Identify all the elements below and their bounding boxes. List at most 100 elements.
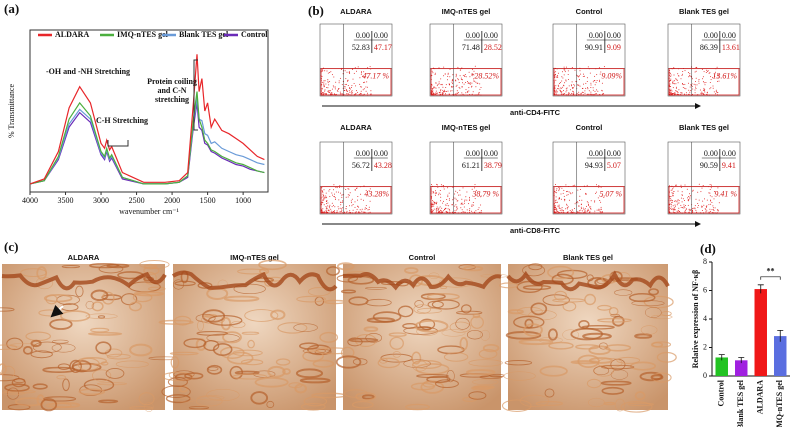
event-dot <box>594 90 596 92</box>
event-dot <box>455 85 457 87</box>
event-dot <box>354 189 356 191</box>
error-bar <box>777 330 784 342</box>
event-dot <box>363 82 364 84</box>
panel-label: (a) <box>4 1 19 16</box>
arrow <box>50 304 64 318</box>
event-dot <box>369 211 371 213</box>
event-dot <box>675 90 677 92</box>
event-dot <box>596 209 598 211</box>
event-dot <box>570 84 572 86</box>
event-dot <box>328 206 330 207</box>
event-dot <box>461 198 463 200</box>
tissue-fiber <box>115 360 149 368</box>
event-dot <box>689 193 691 195</box>
event-dot <box>580 209 582 211</box>
tissue-fiber <box>593 366 610 376</box>
event-dot <box>339 77 341 79</box>
event-dot <box>432 210 434 211</box>
event-dot <box>335 81 337 83</box>
event-dot <box>690 90 692 92</box>
plot-title: IMQ-nTES gel <box>442 7 491 16</box>
event-dot <box>701 210 703 211</box>
event-dot <box>579 199 581 201</box>
tissue-fiber <box>105 367 125 379</box>
event-dot <box>566 207 568 208</box>
event-dot <box>675 78 677 80</box>
event-dot <box>581 91 583 93</box>
event-dot <box>594 210 596 212</box>
tissue-fiber <box>288 382 303 389</box>
tissue-fiber <box>277 322 308 334</box>
event-dot <box>717 209 719 211</box>
event-dot <box>561 80 563 82</box>
quadrant-value: 47.17 <box>374 43 392 52</box>
event-dot <box>334 210 336 212</box>
legend-label: Control <box>241 30 268 39</box>
event-dot <box>684 83 686 85</box>
tissue-fiber <box>656 351 677 363</box>
event-dot <box>471 86 472 88</box>
event-dot <box>684 93 685 95</box>
panel-label: (d) <box>700 241 716 256</box>
event-dot <box>473 204 475 206</box>
event-dot <box>697 205 699 206</box>
tissue-fiber <box>177 398 195 403</box>
event-dot <box>670 74 672 76</box>
event-dot <box>561 207 563 209</box>
x-tick-label: 2000 <box>164 196 180 205</box>
event-dot <box>584 210 586 212</box>
event-dot <box>695 198 697 200</box>
flow-plot: 0.00 0.00 90.91 9.09 9.09% <box>552 23 626 97</box>
flow-plot: 0.00 0.00 71.48 28.52 *28.52% <box>429 23 503 97</box>
event-dot <box>694 71 696 73</box>
gate <box>553 68 625 96</box>
event-dot <box>433 86 435 88</box>
event-dot <box>446 199 448 200</box>
tissue-fiber <box>247 339 255 349</box>
event-dot <box>326 93 327 95</box>
event-dot <box>432 92 434 94</box>
event-dot <box>681 201 683 203</box>
quadrant-value: 0.00 <box>722 31 736 40</box>
event-dot <box>336 210 338 212</box>
event-dot <box>445 91 447 92</box>
event-dot <box>565 66 567 68</box>
event-dot <box>471 82 473 84</box>
event-dot <box>709 189 711 190</box>
event-dot <box>435 90 437 92</box>
event-dot <box>561 91 563 92</box>
event-dot <box>439 210 441 212</box>
image-title: ALDARA <box>68 253 100 262</box>
quadrant-value: 5.07 <box>607 161 621 170</box>
quadrant-value: 43.28 <box>374 161 392 170</box>
event-dot <box>572 90 574 92</box>
event-dot <box>447 196 449 198</box>
event-dot <box>368 190 370 192</box>
plot-title: Blank TES gel <box>679 7 729 16</box>
event-dot <box>560 82 561 84</box>
tissue-fiber <box>226 351 254 365</box>
event-dot <box>347 196 349 198</box>
event-dot <box>556 75 558 77</box>
event-dot <box>465 82 467 83</box>
event-dot <box>673 92 675 94</box>
tissue-fiber <box>32 341 62 353</box>
event-dot <box>475 189 477 191</box>
event-dot <box>451 90 453 92</box>
event-dot <box>324 70 326 72</box>
event-dot <box>565 91 567 93</box>
event-dot <box>566 89 568 91</box>
event-dot <box>568 85 570 87</box>
event-dot <box>469 210 471 211</box>
event-dot <box>447 187 449 189</box>
event-dot <box>717 74 719 76</box>
event-dot <box>677 200 679 202</box>
event-dot <box>674 209 676 211</box>
event-dot <box>557 211 559 213</box>
event-dot <box>469 211 471 213</box>
quadrant-value: 0.00 <box>484 149 498 158</box>
event-dot <box>702 200 704 202</box>
event-dot <box>571 87 573 89</box>
event-dot <box>321 88 323 90</box>
event-dot <box>347 79 349 81</box>
